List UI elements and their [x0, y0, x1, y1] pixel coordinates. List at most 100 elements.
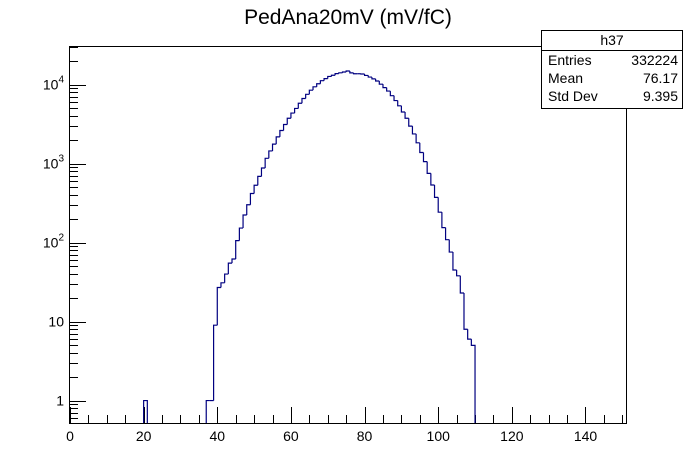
histogram-bin	[375, 78, 380, 82]
histogram-bin	[422, 152, 428, 163]
y-tick-label-base: 10	[43, 77, 59, 93]
histogram-bin	[419, 142, 424, 154]
histogram-bin	[238, 227, 244, 241]
y-tick-label: 1	[56, 393, 64, 409]
x-tick-label: 80	[357, 428, 373, 444]
histogram-bin	[279, 129, 284, 137]
histogram-bins	[143, 70, 476, 423]
histogram-bin	[242, 214, 247, 229]
histogram-bin	[404, 111, 409, 119]
stats-mean-value: 76.17	[643, 70, 678, 86]
histogram-bin	[330, 74, 336, 77]
histogram-bin	[411, 126, 417, 135]
histogram-bin	[386, 87, 391, 92]
histogram-bin	[363, 74, 369, 77]
histogram-bin	[143, 399, 148, 423]
y-tick-label-base: 10	[43, 156, 59, 172]
histogram-bin	[271, 143, 277, 151]
histogram-bin	[352, 72, 358, 75]
histogram-bin	[441, 212, 446, 229]
histogram-bin	[305, 93, 310, 99]
stats-box-name: h37	[600, 32, 624, 48]
histogram-bin	[290, 112, 295, 119]
histogram-bin	[224, 273, 229, 283]
histogram-bin	[213, 324, 218, 401]
histogram-bin	[433, 184, 439, 198]
histogram-bin	[264, 157, 269, 168]
histogram-bin	[323, 77, 328, 81]
x-tick-label: 20	[136, 428, 152, 444]
x-tick-label: 140	[574, 428, 598, 444]
histogram-bin	[257, 175, 262, 186]
histogram-bin	[397, 100, 402, 107]
y-tick-label-base: 10	[48, 314, 64, 330]
histogram-bin	[444, 227, 450, 241]
chart-title: PedAna20mV (mV/fC)	[244, 6, 452, 29]
histogram-bin	[459, 275, 464, 294]
histogram-bin	[470, 339, 476, 423]
histogram-bin	[308, 89, 314, 95]
histogram-bin	[349, 71, 354, 74]
histogram-bin	[382, 84, 387, 89]
histogram-bin	[389, 91, 395, 97]
x-tick-label: 100	[427, 428, 451, 444]
stats-entries-value: 332224	[631, 52, 678, 68]
histogram-bin	[456, 270, 461, 277]
plot-frame	[69, 46, 627, 424]
histogram-bin	[393, 95, 398, 102]
histogram-bin	[400, 105, 406, 113]
histogram-bin	[426, 161, 431, 174]
histogram-bin	[246, 204, 251, 215]
y-tick-label: 10	[48, 314, 64, 330]
histogram-bin	[294, 107, 299, 114]
histogram-bin	[367, 75, 372, 78]
histogram-bin	[452, 252, 457, 271]
stats-box: h37 Entries 332224 Mean 76.17 Std Dev 9.…	[541, 30, 683, 109]
y-tick-label-base: 10	[43, 235, 59, 251]
x-tick-label: 40	[209, 428, 225, 444]
stats-mean-label: Mean	[548, 70, 583, 86]
histogram-bin	[249, 192, 255, 205]
histogram-bin	[260, 167, 266, 177]
histogram-bin	[334, 73, 339, 76]
stats-box-frame	[541, 30, 683, 109]
histogram-bin	[268, 150, 273, 159]
histogram-bin	[220, 282, 225, 288]
histogram-bin	[227, 262, 233, 275]
stats-stddev-label: Std Dev	[548, 88, 598, 104]
y-tick-label-exponent: 4	[58, 75, 64, 86]
y-tick-label-exponent: 3	[58, 154, 64, 165]
histogram-bin	[341, 71, 347, 73]
stats-entries-label: Entries	[548, 52, 592, 68]
histogram-bin	[205, 399, 210, 423]
histogram-bin	[216, 286, 221, 326]
histogram-bin	[253, 184, 258, 194]
histogram-bin	[275, 136, 280, 145]
histogram-bin	[286, 117, 291, 125]
x-tick-label: 120	[500, 428, 524, 444]
histogram-bin	[437, 197, 442, 213]
y-tick-label: 104	[43, 75, 65, 93]
histogram-bin	[415, 133, 420, 144]
x-tick-label: 60	[283, 428, 299, 444]
histogram-bin	[467, 329, 472, 340]
x-axis-ticks: 0 20 40 60 80 100 120 140	[66, 407, 623, 444]
histogram-bin	[231, 258, 236, 264]
histogram-bin	[327, 75, 332, 79]
y-tick-label-base: 1	[56, 393, 64, 409]
histogram-bin	[312, 86, 317, 91]
histogram-bin	[430, 173, 435, 186]
histogram-bin	[338, 72, 343, 74]
histogram-bin	[319, 80, 325, 84]
histogram-bin	[316, 83, 321, 87]
histogram-bin	[235, 240, 240, 260]
histogram-bin	[301, 97, 306, 104]
y-tick-label: 103	[43, 154, 65, 172]
histogram-bin	[282, 123, 288, 131]
histogram-bin	[378, 80, 383, 85]
histogram-bin	[448, 239, 453, 253]
y-tick-label: 102	[43, 233, 65, 251]
histogram-bin	[371, 77, 376, 80]
